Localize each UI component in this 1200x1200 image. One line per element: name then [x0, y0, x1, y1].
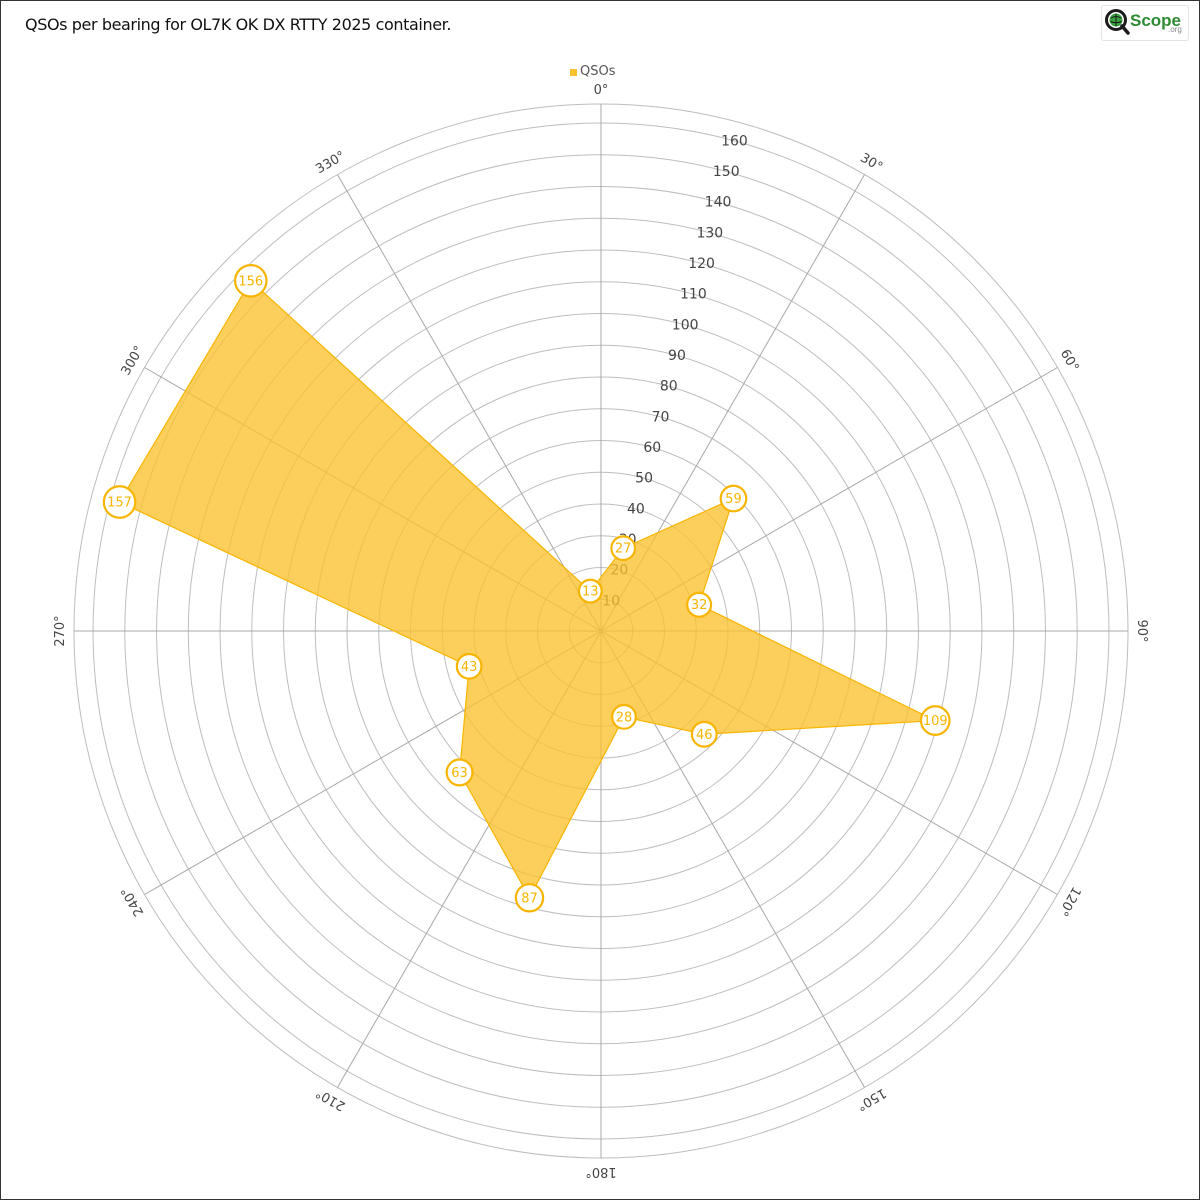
data-point[interactable]: 28: [611, 703, 637, 730]
bearing-label: 180°: [585, 1164, 616, 1179]
data-label: 32: [691, 598, 708, 613]
data-label: 59: [725, 492, 742, 507]
data-label: 28: [616, 710, 633, 725]
chart-legend[interactable]: QSOs: [570, 64, 616, 79]
radial-tick-label: 70: [652, 409, 670, 425]
data-label: 46: [696, 728, 713, 743]
data-point-marker[interactable]: [234, 263, 268, 298]
bearing-label: 300°: [119, 343, 148, 378]
radial-tick-label: 130: [696, 225, 723, 241]
data-label: 13: [582, 585, 599, 600]
radial-tick-label: 140: [705, 195, 732, 211]
logo-text: Scope: [1130, 11, 1182, 30]
data-point[interactable]: 32: [686, 591, 713, 618]
data-label: 63: [451, 766, 468, 781]
data-point[interactable]: 43: [455, 652, 483, 680]
data-point[interactable]: 27: [610, 535, 637, 562]
data-point-marker[interactable]: [686, 591, 713, 618]
data-point-marker[interactable]: [611, 703, 637, 730]
data-point-marker[interactable]: [455, 652, 483, 680]
data-point-marker[interactable]: [514, 883, 545, 913]
data-point-marker[interactable]: [577, 578, 603, 604]
data-label: 87: [521, 891, 538, 906]
series-polygon: [118, 279, 938, 900]
logo-subtext: .org: [1168, 25, 1182, 34]
bearing-label: 120°: [1055, 884, 1084, 919]
radial-tick-label: 50: [635, 471, 653, 487]
radial-tick-label: 40: [627, 501, 645, 517]
bearing-label: 270°: [53, 615, 68, 646]
radial-tick-label: 160: [721, 133, 748, 149]
bearing-label: 240°: [119, 884, 148, 919]
data-point-marker[interactable]: [102, 485, 137, 519]
radial-tick-label: 100: [672, 317, 699, 333]
bearing-label: 30°: [858, 151, 885, 176]
data-point[interactable]: 63: [445, 758, 474, 787]
data-point[interactable]: 87: [514, 883, 545, 913]
radial-tick-label: 120: [688, 256, 715, 272]
radial-tick-label: 150: [713, 164, 740, 180]
radial-tick-label: 60: [643, 440, 661, 456]
data-point[interactable]: 109: [919, 705, 951, 736]
radial-tick-label: 90: [668, 348, 686, 364]
data-point[interactable]: 46: [690, 720, 718, 748]
data-label: 157: [107, 496, 132, 511]
chart-title: QSOs per bearing for OL7K OK DX RTTY 202…: [25, 15, 452, 34]
data-point[interactable]: 59: [719, 484, 748, 513]
data-point-marker[interactable]: [445, 758, 474, 787]
data-point-marker[interactable]: [919, 705, 951, 736]
bearing-label: 150°: [854, 1085, 889, 1114]
data-label: 27: [615, 542, 632, 557]
data-point[interactable]: 157: [102, 485, 137, 519]
bearing-label: 60°: [1057, 347, 1082, 374]
grid-spoke: [337, 174, 602, 632]
qscope-logo[interactable]: Scope .org: [1101, 5, 1189, 41]
data-point-marker[interactable]: [690, 720, 718, 748]
data-label: 156: [238, 274, 263, 289]
radial-tick-label: 80: [660, 379, 678, 395]
data-label: 43: [461, 660, 478, 675]
data-point[interactable]: 13: [577, 578, 603, 604]
radial-tick-label: 110: [680, 287, 707, 303]
legend-label: QSOs: [580, 64, 616, 79]
data-point-marker[interactable]: [610, 535, 637, 562]
bearing-label: 330°: [313, 149, 348, 178]
data-point[interactable]: 156: [234, 263, 268, 298]
magnifier-globe-icon: [1105, 9, 1130, 35]
legend-swatch: [570, 69, 577, 76]
bearing-label: 210°: [313, 1085, 348, 1114]
bearing-label: 90°: [1134, 619, 1149, 642]
data-point-marker[interactable]: [719, 484, 748, 513]
series-area: [118, 279, 938, 900]
data-points: 27 59 32 109 46 28 87 63 43 157 156 13: [102, 263, 951, 913]
bearing-label: 0°: [594, 83, 609, 98]
data-label: 109: [923, 714, 948, 729]
